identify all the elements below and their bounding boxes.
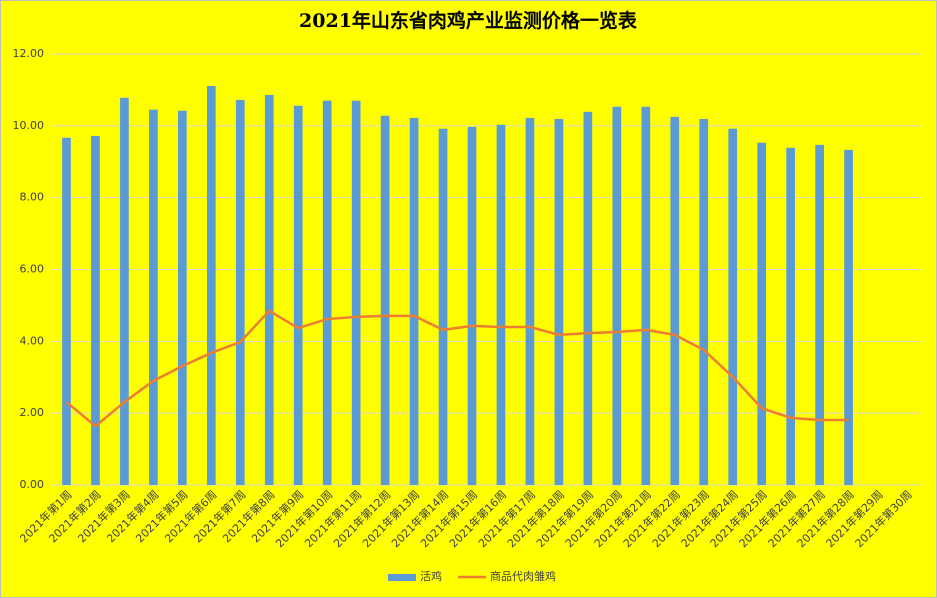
bar: [235, 99, 245, 486]
bar: [351, 100, 361, 486]
bar: [322, 100, 332, 486]
bar: [699, 119, 709, 486]
bar: [438, 128, 448, 485]
bar: [496, 124, 506, 486]
bar: [178, 110, 187, 485]
bar: [149, 109, 158, 485]
bar: [612, 106, 622, 486]
y-tick-label: 8.00: [20, 191, 45, 204]
chart-title: 2021年山东省肉鸡产业监测价格一览表: [299, 9, 638, 32]
bar: [554, 119, 564, 486]
bar: [757, 142, 767, 485]
y-tick-label: 10.00: [13, 119, 45, 132]
bar: [815, 144, 824, 485]
legend-swatch: [388, 574, 416, 581]
bar: [467, 126, 477, 486]
y-tick-label: 0.00: [20, 478, 45, 491]
y-tick-label: 4.00: [20, 334, 45, 347]
y-tick-label: 6.00: [20, 263, 45, 276]
bar: [380, 115, 390, 485]
bar: [786, 147, 795, 485]
bar: [91, 135, 100, 485]
bar: [844, 149, 853, 485]
y-tick-label: 12.00: [13, 47, 45, 60]
bar: [62, 137, 71, 485]
bar: [728, 128, 738, 485]
bar: [264, 94, 274, 485]
bar: [583, 111, 593, 485]
y-tick-label: 2.00: [20, 406, 45, 419]
bar: [120, 97, 129, 486]
bar: [409, 117, 419, 485]
legend-label: 活鸡: [420, 569, 442, 583]
bar: [206, 85, 216, 486]
bar: [641, 106, 651, 486]
legend-label: 商品代肉雏鸡: [490, 569, 556, 583]
line: [65, 309, 849, 428]
bar: [293, 105, 303, 485]
bar: [525, 117, 535, 485]
bar: [670, 116, 680, 486]
